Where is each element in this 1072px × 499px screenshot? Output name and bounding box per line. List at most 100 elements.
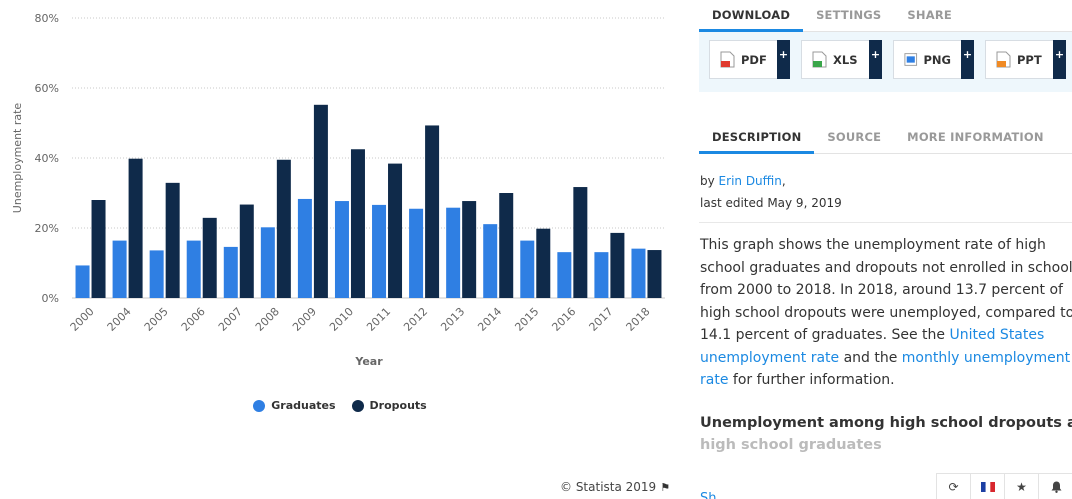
download-xls-button[interactable]: XLS + (801, 40, 882, 79)
description-line: 14.1 percent of graduates. See the Unite… (700, 324, 1072, 347)
bar-dropouts (499, 193, 514, 298)
png-label: PNG (923, 52, 952, 67)
description-text-span: for further information. (728, 372, 895, 388)
legend-marker-graduates (253, 399, 266, 412)
y-tick-label: 20% (35, 222, 59, 235)
bar-dropouts (313, 104, 328, 298)
download-pdf-button[interactable]: PDF + (709, 40, 790, 79)
bar-dropouts (165, 182, 180, 298)
bar-graduates (186, 240, 201, 298)
legend-item-dropouts[interactable]: Dropouts (351, 399, 427, 412)
download-png-button[interactable]: PNG + (893, 40, 974, 79)
history-icon[interactable]: ⟳ (937, 474, 971, 499)
flag-icon[interactable]: ⚑ (660, 480, 671, 494)
star-icon[interactable]: ★ (1005, 474, 1039, 499)
bar-graduates (297, 198, 312, 298)
side-panel: DOWNLOAD SETTINGS SHARE PDF + XLS (699, 0, 1072, 499)
legend-item-graduates[interactable]: Graduates (253, 399, 336, 412)
description-line: unemployment rate and the monthly unempl… (700, 347, 1072, 370)
legend-label-graduates: Graduates (271, 399, 336, 412)
bar-dropouts (239, 204, 254, 298)
x-tick-label: 2000 (68, 305, 97, 334)
bar-graduates (372, 204, 387, 298)
bar-dropouts (91, 200, 106, 298)
monthly-unemployment-link[interactable]: monthly unemployment (901, 349, 1071, 366)
monthly-unemployment-link-cont[interactable]: rate (700, 372, 729, 388)
description-text-span: and the (839, 349, 902, 366)
description-text-span: 14.1 percent of graduates. See the (700, 327, 950, 343)
description-tabs: DESCRIPTION SOURCE MORE INFORMATION (699, 122, 1072, 154)
description-text: This graph shows the unemployment rate o… (700, 234, 1072, 392)
download-ppt-button[interactable]: PPT + (985, 40, 1066, 79)
x-tick-label: 2012 (401, 305, 430, 334)
bar-graduates (520, 240, 535, 298)
bar-graduates (149, 250, 164, 298)
bar-dropouts (276, 159, 291, 298)
png-plus-icon[interactable]: + (961, 40, 974, 79)
x-tick-label: 2008 (253, 305, 282, 334)
y-axis-title: Unemployment rate (11, 103, 24, 214)
tab-source[interactable]: SOURCE (827, 130, 882, 144)
bar-dropouts (350, 149, 365, 298)
x-tick-label: 2004 (105, 305, 134, 334)
tab-more-information[interactable]: MORE INFORMATION (907, 130, 1044, 144)
byline-prefix: by (700, 174, 719, 188)
legend-label-dropouts: Dropouts (369, 399, 427, 412)
description-line: school graduates and dropouts not enroll… (700, 259, 1072, 276)
y-tick-label: 60% (35, 82, 59, 95)
bar-dropouts (425, 125, 440, 298)
statista-credit[interactable]: © Statista 2019 ⚑ (560, 480, 670, 494)
credit-text: © Statista 2019 (560, 480, 657, 494)
x-axis-title: Year (354, 355, 383, 368)
bar-graduates (75, 265, 90, 298)
bell-icon[interactable] (1039, 474, 1072, 499)
bar-graduates (112, 240, 127, 298)
description-line: high school dropouts were unemployed, co… (700, 304, 1072, 321)
ppt-label: PPT (1017, 52, 1042, 67)
download-tabs: DOWNLOAD SETTINGS SHARE (699, 0, 1072, 32)
y-tick-label: 80% (35, 12, 59, 25)
action-toolbar: ⟳ ★ (936, 473, 1072, 499)
x-tick-label: 2014 (475, 305, 504, 334)
bar-graduates (409, 208, 424, 298)
pdf-plus-icon[interactable]: + (777, 40, 790, 79)
bar-graduates (631, 248, 646, 298)
french-flag-icon[interactable] (971, 474, 1005, 499)
byline-suffix: , (781, 174, 786, 188)
bar-chart: 0% 20% 40% 60% 80% Unemployment rate 2000 2004 2… (11, 12, 665, 368)
ppt-file-icon (996, 51, 1011, 68)
author-link[interactable]: Erin Duffin (718, 174, 782, 188)
us-unemployment-link[interactable]: United States (949, 327, 1045, 343)
tab-settings[interactable]: SETTINGS (816, 8, 882, 22)
bar-graduates (594, 252, 609, 298)
tab-description[interactable]: DESCRIPTION (699, 122, 815, 154)
truncated-link[interactable]: Sh (700, 491, 717, 499)
x-tick-label: 2013 (438, 305, 467, 334)
us-unemployment-link-cont[interactable]: unemployment rate (700, 349, 840, 366)
xls-file-icon (812, 51, 827, 68)
xls-plus-icon[interactable]: + (869, 40, 882, 79)
x-tick-label: 2017 (587, 305, 616, 334)
bar-dropouts (573, 187, 588, 298)
bar-dropouts (202, 217, 217, 298)
description-line: from 2000 to 2018. In 2018, around 13.7 … (700, 282, 1063, 298)
byline: by Erin Duffin, last edited May 9, 2019 (700, 170, 842, 214)
description-line: rate for further information. (700, 369, 1072, 392)
bar-dropouts (536, 228, 551, 298)
x-tick-label: 2006 (179, 305, 208, 334)
chart-legend: Graduates Dropouts (0, 399, 680, 412)
bar-graduates (334, 201, 349, 298)
bar-graduates (483, 224, 498, 298)
bar-dropouts (388, 163, 403, 298)
description-line: This graph shows the unemployment rate o… (700, 237, 1046, 253)
bar-dropouts (647, 250, 662, 298)
statistic-title-line: Unemployment among high school dropouts … (700, 415, 1072, 431)
bar-graduates (223, 246, 238, 298)
x-tick-label: 2011 (364, 305, 393, 334)
tab-download[interactable]: DOWNLOAD (699, 0, 804, 32)
bar-graduates (557, 252, 572, 298)
tab-share[interactable]: SHARE (907, 8, 952, 22)
statistic-title: Unemployment among high school dropouts … (700, 412, 1072, 456)
ppt-plus-icon[interactable]: + (1053, 40, 1066, 79)
bar-dropouts (610, 232, 625, 298)
